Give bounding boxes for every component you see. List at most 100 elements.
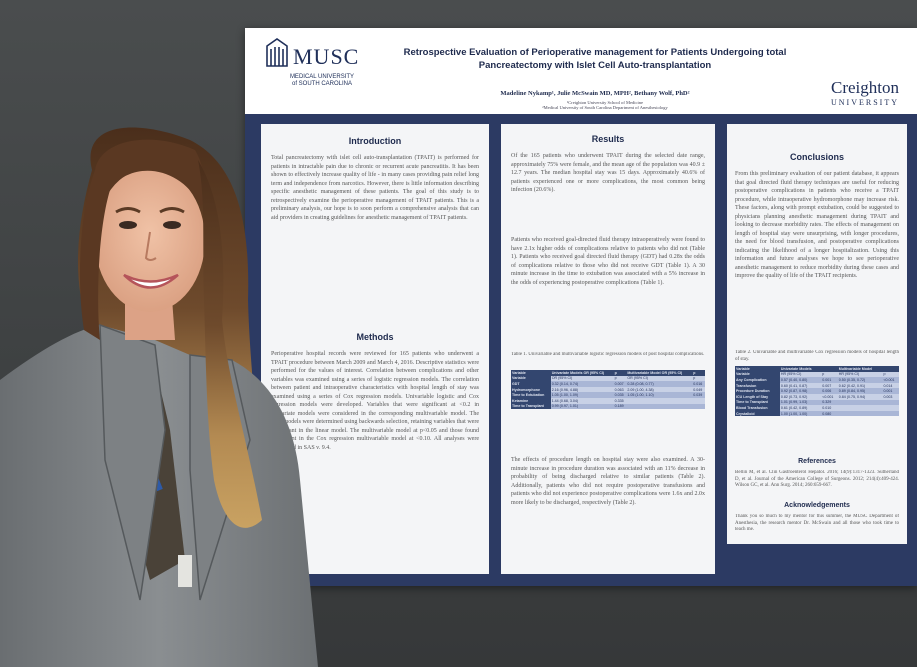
poster-authors: Madeline Nykamp¹, Julie McSwain MD, MPH²… [500, 90, 690, 97]
table-2-cell: Blood Transfusion [735, 405, 780, 411]
table-2-header-cell [821, 366, 838, 372]
table-1-row: Hydromorphone 2.16 (0.96, 4.88) 0.063 2.09 … [511, 386, 705, 393]
results-text-1: Of the 165 patients who underwent TPAIT … [511, 153, 705, 193]
musc-building-icon [266, 38, 288, 67]
table-1-cell: 2.09 (1.00, 4.38) [626, 386, 693, 393]
table-2-cell: 0.010 [821, 405, 838, 411]
table-1-cell: GDT [511, 381, 551, 387]
table-2-cell: 0.61 (0.42, 0.89) [779, 405, 822, 411]
hair-front-left [79, 139, 205, 340]
table-2-cell: 0.329 [821, 399, 838, 406]
musc-logo: MUSC MEDICAL UNIVERSITY of SOUTH CAROLIN… [265, 36, 365, 96]
table-1-cell: 1.05 (1.00, 1.10) [626, 392, 693, 398]
methods-heading: Methods [356, 332, 394, 342]
table-1-row: Time to Transplant 0.99 (0.97, 1.01) 0.189 [511, 403, 705, 410]
table-2-row: Crystalloid 1.00 (1.00, 1.00) 0.080 [735, 410, 899, 417]
table-2-cell: 0.92 (0.87, 0.98) [779, 388, 822, 394]
poster-column-conclusions: Conclusions From this preliminary evalua… [727, 124, 907, 544]
table-1-caption: Table 1. Univariable and multivariable l… [511, 352, 705, 357]
table-1-cell: 0.049 [692, 386, 705, 393]
poster-column-results: Results Of the 165 patients who underwen… [501, 124, 715, 574]
table-1-cell: Time to Extubation [511, 392, 551, 398]
poster-column-introduction-methods: Introduction Total pancreatectomy with i… [261, 124, 489, 574]
acknowledgements-text: Thank you so much to my mentor for this … [735, 514, 899, 532]
table-1-header-cell: Univariate Models OR (95% CI) [550, 370, 614, 376]
table-1-cell [692, 403, 705, 410]
musc-logo-subtitle: MEDICAL UNIVERSITY of SOUTH CAROLINA [289, 74, 355, 87]
table-2-cell: 0.006 [821, 388, 838, 394]
table-2-header-cell: Multivariable Model [837, 366, 883, 372]
table-1-row: Time to Extubation 1.05 (1.00, 1.09) 0.035… [511, 392, 705, 398]
table-2-cell: 0.82 (0.73, 0.92) [779, 393, 822, 400]
table-1-cell: 0.063 [613, 386, 627, 393]
musc-logo-name: MUSC [293, 44, 360, 69]
table-1-cell: Time to Transplant [511, 403, 551, 410]
table-2-row: Transfusion 0.60 (0.41, 0.87) 0.007 0.62 (0… [735, 382, 899, 389]
table-2-row: Any Complication 0.57 (0.40, 0.80) 0.001 0.… [735, 377, 899, 383]
table-1-cell [626, 403, 693, 410]
table-1-cell: 2.16 (0.96, 4.88) [550, 386, 614, 393]
table-1-cell: Hydromorphone [511, 386, 551, 393]
introduction-heading: Introduction [348, 136, 402, 146]
left-eye [119, 221, 137, 229]
table-1-cell: p [692, 375, 705, 382]
badge [178, 555, 192, 587]
table-1-row: Ketamine 1.44 (0.68, 3.04) 0.335 [511, 397, 705, 404]
table-2-cell: Procedure Duration [735, 388, 780, 394]
table-2-cell: Variable [735, 371, 780, 378]
table-2-cell: ICU Length of Stay [735, 393, 780, 400]
left-brow [115, 207, 141, 214]
table-2-cell [837, 405, 883, 411]
references-text: Bellin M, et al. Clin Gastroenterol Hepa… [735, 470, 899, 488]
table-1-cell [692, 397, 705, 404]
table-2-cell: 0.84 (0.75, 0.94) [837, 393, 883, 400]
table-1-cell: 0.335 [613, 397, 627, 404]
table-1-cell [626, 397, 693, 404]
conclusions-text: From this preliminary evaluation of our … [735, 171, 899, 279]
table-1-header-cell: p [692, 370, 705, 376]
table-2-row: Procedure Duration 0.92 (0.87, 0.98) 0.006… [735, 388, 899, 394]
table-2-cell: 0.001 [882, 388, 899, 394]
table-2-cell [837, 410, 883, 417]
table-1-cell: 0.189 [613, 403, 627, 410]
table-2-cell [882, 405, 899, 411]
blazer-lapel [99, 323, 166, 601]
table-1-cell: OR (95% CI) [626, 375, 693, 382]
table-1-cell: 0.035 [613, 392, 627, 398]
table-2-cell: 0.50 (0.35, 0.72) [837, 377, 883, 383]
nose [144, 231, 157, 261]
table-2-cell: 0.080 [821, 410, 838, 417]
creighton-logo: Creighton UNIVERSITY [831, 78, 899, 107]
table-2-header-cell: Variable [735, 366, 780, 372]
table-2-cell [882, 399, 899, 406]
table-2-cell: p [821, 371, 838, 378]
smile [123, 273, 179, 289]
table-2-cell: Transfusion [735, 382, 780, 389]
table-1-cell: Ketamine [511, 397, 551, 404]
poster-body: Introduction Total pancreatectomy with i… [245, 114, 917, 586]
table-2-row: Blood Transfusion 0.61 (0.42, 0.89) 0.010 [735, 405, 899, 411]
table-2-cell: 0.57 (0.40, 0.80) [779, 377, 822, 383]
table-2-row: ICU Length of Stay 0.82 (0.73, 0.92) <0.00… [735, 393, 899, 400]
table-1-cell: 1.44 (0.68, 3.04) [550, 397, 614, 404]
table-2-caption: Table 2. Univariable and multivariable C… [735, 350, 899, 362]
table-2-cell: Any Complication [735, 377, 780, 383]
table-1-cell: OR (95% CI) [550, 375, 614, 382]
methods-text: Perioperative hospital records were revi… [271, 351, 479, 451]
table-2-header-cell [882, 366, 899, 372]
poster-affiliations: ¹Creighton University School of Medicine… [542, 100, 668, 110]
conclusions-heading: Conclusions [789, 152, 844, 162]
table-2-cell: 0.001 [821, 377, 838, 383]
table-2-cell: 1.01 (0.99, 1.03) [779, 399, 822, 406]
results-text-3: The effects of procedure length on hospi… [511, 457, 705, 506]
table-2-header-cell: Univariate Models [779, 366, 822, 372]
research-poster: MUSC MEDICAL UNIVERSITY of SOUTH CAROLIN… [245, 28, 917, 586]
table-2-cell: p [882, 371, 899, 378]
face [95, 168, 205, 312]
table-2-cell: 0.62 (0.42, 0.91) [837, 382, 883, 389]
table-1-row: Variable OR (95% CI) p OR (95% CI) p [511, 375, 705, 382]
introduction-text: Total pancreatectomy with islet cell aut… [271, 155, 479, 221]
results-text-2: Patients who received goal-directed flui… [511, 237, 705, 286]
